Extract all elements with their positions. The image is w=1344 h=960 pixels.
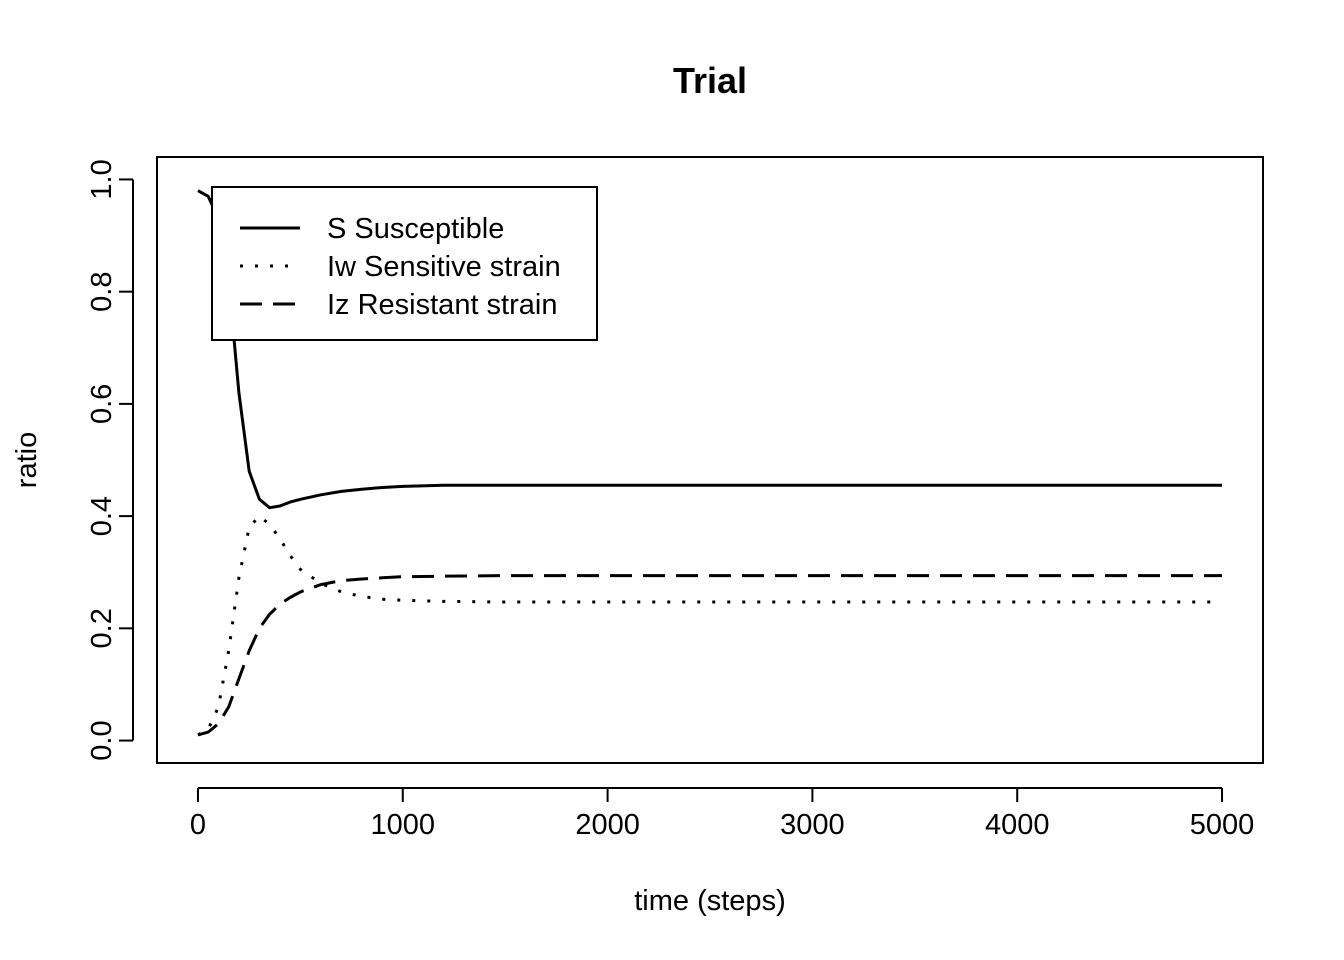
plot-frame: [156, 156, 1264, 764]
x-tick-label: 3000: [780, 809, 845, 841]
y-tick-label: 0.8: [86, 272, 118, 312]
y-tick-label: 0.4: [86, 496, 118, 536]
legend-box: [211, 186, 598, 341]
legend-label-1: S Susceptible: [327, 213, 504, 245]
x-tick-label: 4000: [985, 809, 1050, 841]
legend-label-2: Iw Sensitive strain: [327, 251, 561, 283]
y-axis: 0.0 0.2 0.4 0.6 0.8 1.0: [86, 159, 134, 761]
legend-label-3: Iz Resistant strain: [327, 289, 557, 321]
x-axis: 0 1000 2000 3000 4000 5000: [190, 787, 1255, 841]
x-tick-label: 5000: [1190, 809, 1255, 841]
y-tick-label: 0.6: [86, 384, 118, 424]
x-axis-label: time (steps): [634, 885, 785, 917]
chart-title: Trial: [673, 60, 747, 101]
y-tick-label: 0.0: [86, 720, 118, 760]
x-tick-label: 2000: [575, 809, 640, 841]
series-line-2: [197, 514, 1222, 737]
x-tick-label: 0: [190, 809, 206, 841]
series-line-3: [197, 574, 1222, 737]
y-tick-label: 0.2: [86, 608, 118, 648]
legend: S Susceptible Iw Sensitive strain Iz Resis…: [211, 186, 598, 341]
x-tick-label: 1000: [371, 809, 436, 841]
y-tick-label: 1.0: [86, 159, 118, 199]
y-axis-label: ratio: [11, 432, 43, 488]
